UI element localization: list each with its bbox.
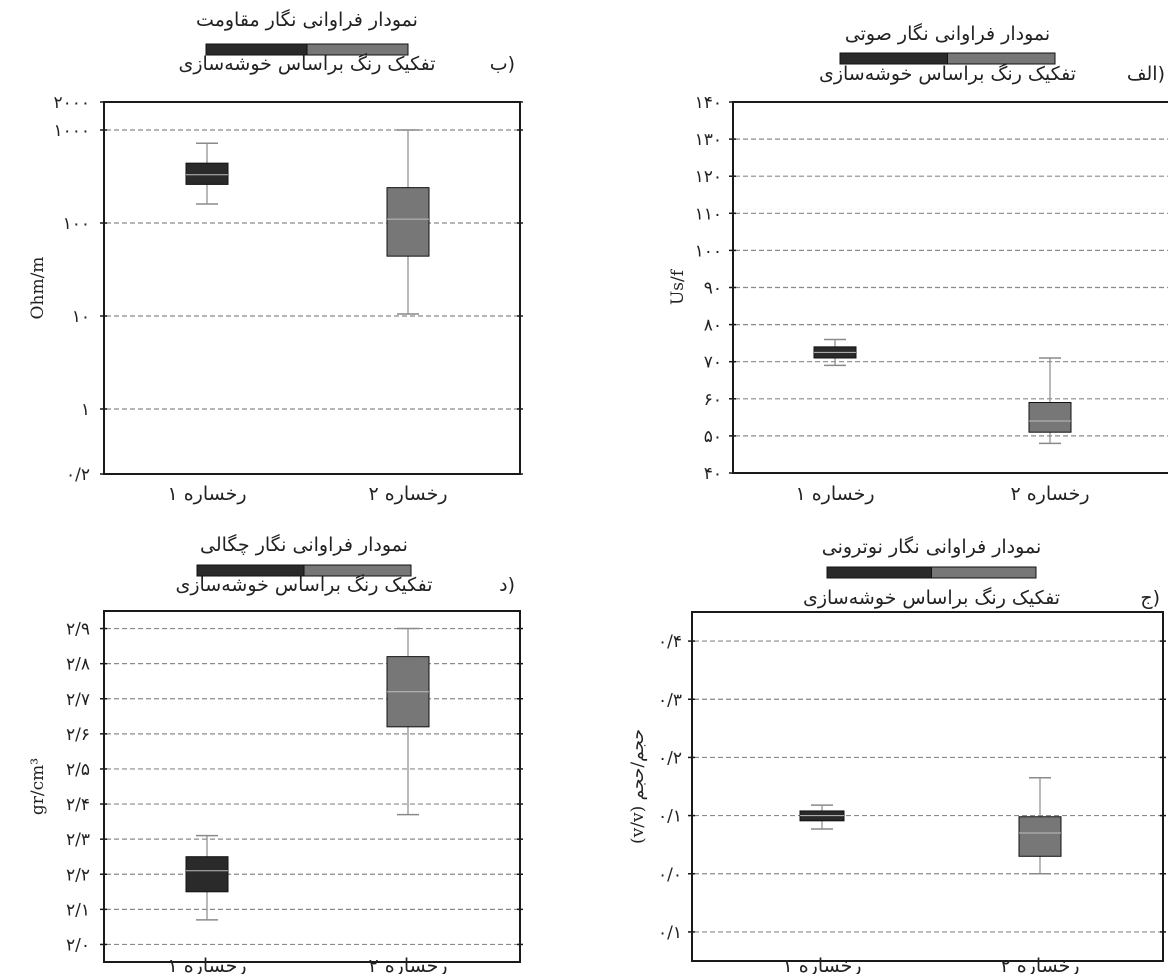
colorbar-segment-2: [947, 52, 1056, 65]
plot-frame: [691, 611, 1164, 962]
y-axis-label: (v/v) حجم/حجم: [628, 729, 648, 844]
y-tick-label: ۱۴۰: [695, 93, 722, 113]
y-axis-label: Ohm/m: [28, 257, 48, 320]
y-tick-label: ۸۰: [704, 316, 722, 336]
x-category-label: رخساره ۲: [368, 955, 447, 974]
x-category-label: رخساره ۱: [782, 955, 861, 974]
y-tick-label: ۰/۲: [66, 465, 90, 485]
box-1: [185, 856, 229, 893]
y-tick-label: ۶۰: [704, 390, 722, 410]
plot-frame: [732, 101, 1168, 474]
y-tick-label: ۱۲۰: [695, 167, 722, 187]
box-2: [1018, 816, 1062, 857]
chart-panel-1: نمودار فراوانی نگار صوتی تفکیک رنگ براساس…: [668, 22, 1168, 505]
y-tick-label: ۰/۱: [658, 807, 682, 827]
x-category-label: رخساره ۲: [368, 483, 447, 505]
chart-title: نمودار فراوانی نگار صوتی: [845, 22, 1050, 45]
y-tick-label: ۲/۹: [66, 620, 90, 640]
y-tick-label: ۱۰۰۰: [53, 121, 90, 141]
y-tick-label: ۲/۳: [66, 830, 90, 850]
y-axis-label: gr/cm³: [28, 758, 48, 815]
y-tick-label: ۲/۸: [66, 655, 90, 675]
chart-subtitle: تفکیک رنگ براساس خوشه‌سازی: [175, 574, 432, 596]
y-tick-label: ۱: [81, 400, 90, 420]
chart-title: نمودار فراوانی نگار چگالی: [200, 533, 408, 556]
panel-letter: د): [499, 574, 515, 596]
y-tick-label: ۲/۶: [66, 725, 90, 745]
panel-letter: الف): [1127, 63, 1165, 85]
colorbar-segment-2: [931, 566, 1037, 579]
y-tick-label: ۴۰: [704, 464, 722, 484]
colorbar-segment-2: [306, 43, 409, 56]
panel-letter: ب): [490, 53, 515, 75]
y-tick-label: ۰/۰: [658, 865, 682, 885]
chart-title: نمودار فراوانی نگار نوترونی: [822, 535, 1041, 558]
y-tick-label: ۰/۱: [658, 923, 682, 943]
panel-letter: ج): [1140, 587, 1160, 609]
y-tick-label: ۲/۵: [66, 760, 90, 780]
y-tick-label: ۲/۱: [66, 900, 90, 920]
y-tick-label: ۱۱۰: [695, 204, 722, 224]
chart-panel-4: نمودار فراوانی نگار چگالی تفکیک رنگ براسا…: [28, 533, 523, 974]
y-tick-label: ۱۰۰: [63, 214, 90, 234]
x-category-label: رخساره ۱: [167, 483, 246, 505]
y-tick-label: ۹۰: [704, 279, 722, 299]
colorbar-segment-1: [826, 566, 932, 579]
y-tick-label: ۵۰: [704, 427, 722, 447]
y-tick-label: ۷۰: [704, 353, 722, 373]
x-category-label: رخساره ۲: [1010, 483, 1089, 505]
x-category-label: رخساره ۲: [1000, 955, 1079, 974]
y-tick-label: ۲/۲: [66, 865, 90, 885]
chart-subtitle: تفکیک رنگ براساس خوشه‌سازی: [178, 53, 435, 75]
box-2: [386, 187, 430, 257]
y-axis-label: Us/f: [668, 268, 688, 305]
y-tick-label: ۱۳۰: [695, 130, 722, 150]
y-tick-label: ۰/۳: [658, 690, 682, 710]
plot-frame: [103, 101, 521, 475]
y-tick-label: ۲/۴: [66, 795, 90, 815]
y-tick-label: ۱۰۰: [695, 241, 722, 261]
y-tick-label: ۰/۴: [658, 632, 682, 652]
plot-frame: [103, 610, 521, 963]
colorbar-segment-2: [303, 564, 412, 577]
y-tick-label: ۱۰: [72, 307, 90, 327]
chart-panel-3: نمودار فراوانی نگار نوترونی تفکیک رنگ برا…: [628, 535, 1166, 974]
chart-panel-2: نمودار فراوانی نگار مقاومت تفکیک رنگ براس…: [28, 8, 523, 505]
chart-subtitle: تفکیک رنگ براساس خوشه‌سازی: [819, 63, 1076, 85]
chart-subtitle: تفکیک رنگ براساس خوشه‌سازی: [803, 587, 1060, 609]
box-1: [185, 162, 229, 185]
chart-title: نمودار فراوانی نگار مقاومت: [196, 8, 418, 31]
y-tick-label: ۰/۲: [658, 748, 682, 768]
x-category-label: رخساره ۱: [167, 955, 246, 974]
y-tick-label: ۲/۷: [66, 690, 90, 710]
box-2: [1028, 402, 1072, 433]
y-tick-label: ۲/۰: [66, 935, 90, 955]
x-category-label: رخساره ۱: [795, 483, 874, 505]
y-tick-label: ۲۰۰۰: [53, 93, 90, 113]
